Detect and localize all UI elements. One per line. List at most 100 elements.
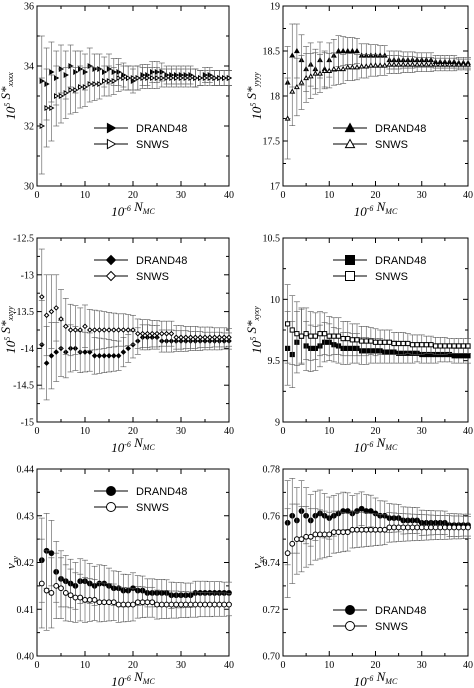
- y-tick-label: 10: [270, 295, 280, 306]
- data-point: [82, 597, 88, 603]
- data-point: [372, 526, 379, 533]
- data-point: [173, 601, 180, 608]
- data-point: [293, 47, 300, 54]
- data-point: [335, 333, 342, 339]
- data-point: [344, 529, 351, 536]
- y-tick-label: 9: [275, 418, 280, 429]
- data-point: [312, 333, 318, 339]
- data-point: [326, 333, 332, 339]
- y-tick-label: 36: [24, 2, 34, 13]
- data-point: [86, 597, 93, 603]
- data-point: [418, 524, 425, 531]
- data-point: [174, 75, 180, 81]
- data-point: [358, 63, 365, 69]
- x-tick-label: 20: [371, 426, 381, 437]
- y-axis-label: νxy: [3, 556, 20, 569]
- data-point: [345, 335, 351, 342]
- data-point: [303, 533, 310, 540]
- legend-marker: [106, 502, 116, 512]
- data-point: [92, 81, 98, 87]
- data-point: [63, 90, 69, 96]
- series-snws: [284, 52, 471, 160]
- series-drand48: [284, 23, 471, 119]
- data-point: [115, 352, 122, 359]
- data-point: [377, 526, 384, 533]
- legend-label: DRAND48: [136, 486, 187, 498]
- series-snws: [38, 248, 232, 357]
- data-point: [178, 334, 184, 341]
- data-point: [432, 61, 439, 67]
- data-point: [400, 340, 406, 347]
- data-point: [130, 75, 137, 81]
- panel-syyyy: 0 10 20 30 40 17 17.5 18 18.5 19 105 S*yyyy 10-6 NM…: [244, 2, 473, 220]
- data-point: [285, 321, 291, 327]
- x-axis-label: 10-6 NMC: [111, 435, 155, 455]
- x-tick-label: 0: [35, 660, 40, 671]
- legend-marker: [345, 605, 355, 615]
- legend: DRAND48 SNWS: [94, 122, 187, 151]
- data-point: [465, 343, 471, 349]
- data-point: [363, 63, 370, 69]
- data-point: [395, 524, 402, 531]
- data-point: [178, 75, 185, 81]
- legend-marker: [105, 254, 117, 266]
- data-point: [202, 75, 209, 81]
- data-point: [211, 334, 218, 341]
- data-point: [134, 330, 141, 337]
- data-point: [391, 61, 397, 67]
- x-tick-label: 20: [128, 190, 138, 201]
- legend-label: DRAND48: [136, 255, 187, 267]
- data-point: [169, 75, 175, 81]
- data-point: [144, 330, 151, 337]
- data-point: [91, 597, 98, 603]
- data-point: [82, 349, 88, 355]
- data-point: [312, 70, 319, 76]
- data-point: [48, 352, 55, 359]
- legend-marker: [106, 486, 116, 496]
- panel-sxyxy: 0 10 20 30 40 9 9.5 10 10.5 105 S*xyxy 10-6 NMC DRA…: [244, 234, 473, 456]
- data-point: [391, 340, 397, 347]
- data-point: [149, 330, 156, 337]
- x-tick-label: 10: [80, 190, 90, 201]
- data-point: [414, 61, 421, 67]
- data-point: [226, 75, 233, 81]
- data-point: [465, 353, 471, 359]
- data-point: [168, 330, 175, 337]
- data-point: [451, 524, 458, 531]
- legend-marker: [105, 270, 117, 282]
- y-tick-label: 34: [24, 62, 34, 73]
- data-point: [367, 526, 374, 533]
- data-point: [158, 601, 165, 608]
- data-point: [116, 75, 122, 81]
- data-point: [344, 47, 351, 54]
- data-point: [226, 334, 232, 341]
- data-point: [437, 524, 444, 531]
- data-point: [358, 526, 365, 533]
- data-point: [193, 75, 199, 81]
- data-point: [289, 52, 296, 58]
- data-point: [294, 331, 300, 337]
- data-point: [197, 601, 204, 608]
- x-tick-label: 40: [224, 190, 234, 201]
- data-point: [372, 62, 379, 68]
- data-point: [317, 70, 323, 76]
- y-tick-label: 0.40: [17, 652, 35, 663]
- y-tick-label: 0.44: [17, 465, 35, 476]
- data-point: [428, 524, 434, 531]
- y-axis-label: 105 S*yyyy: [244, 72, 264, 120]
- legend: DRAND48 SNWS: [333, 255, 426, 283]
- legend-marker: [106, 138, 117, 150]
- data-point: [419, 342, 425, 348]
- series-snws: [284, 503, 471, 598]
- data-point: [409, 61, 416, 67]
- data-point: [335, 47, 342, 54]
- data-point: [183, 75, 189, 81]
- data-point: [49, 69, 55, 75]
- data-point: [182, 334, 189, 341]
- data-point: [217, 75, 223, 81]
- data-point: [363, 526, 370, 533]
- data-point: [102, 78, 108, 84]
- x-tick-label: 0: [281, 426, 286, 437]
- data-point: [139, 330, 146, 337]
- data-point: [54, 93, 60, 99]
